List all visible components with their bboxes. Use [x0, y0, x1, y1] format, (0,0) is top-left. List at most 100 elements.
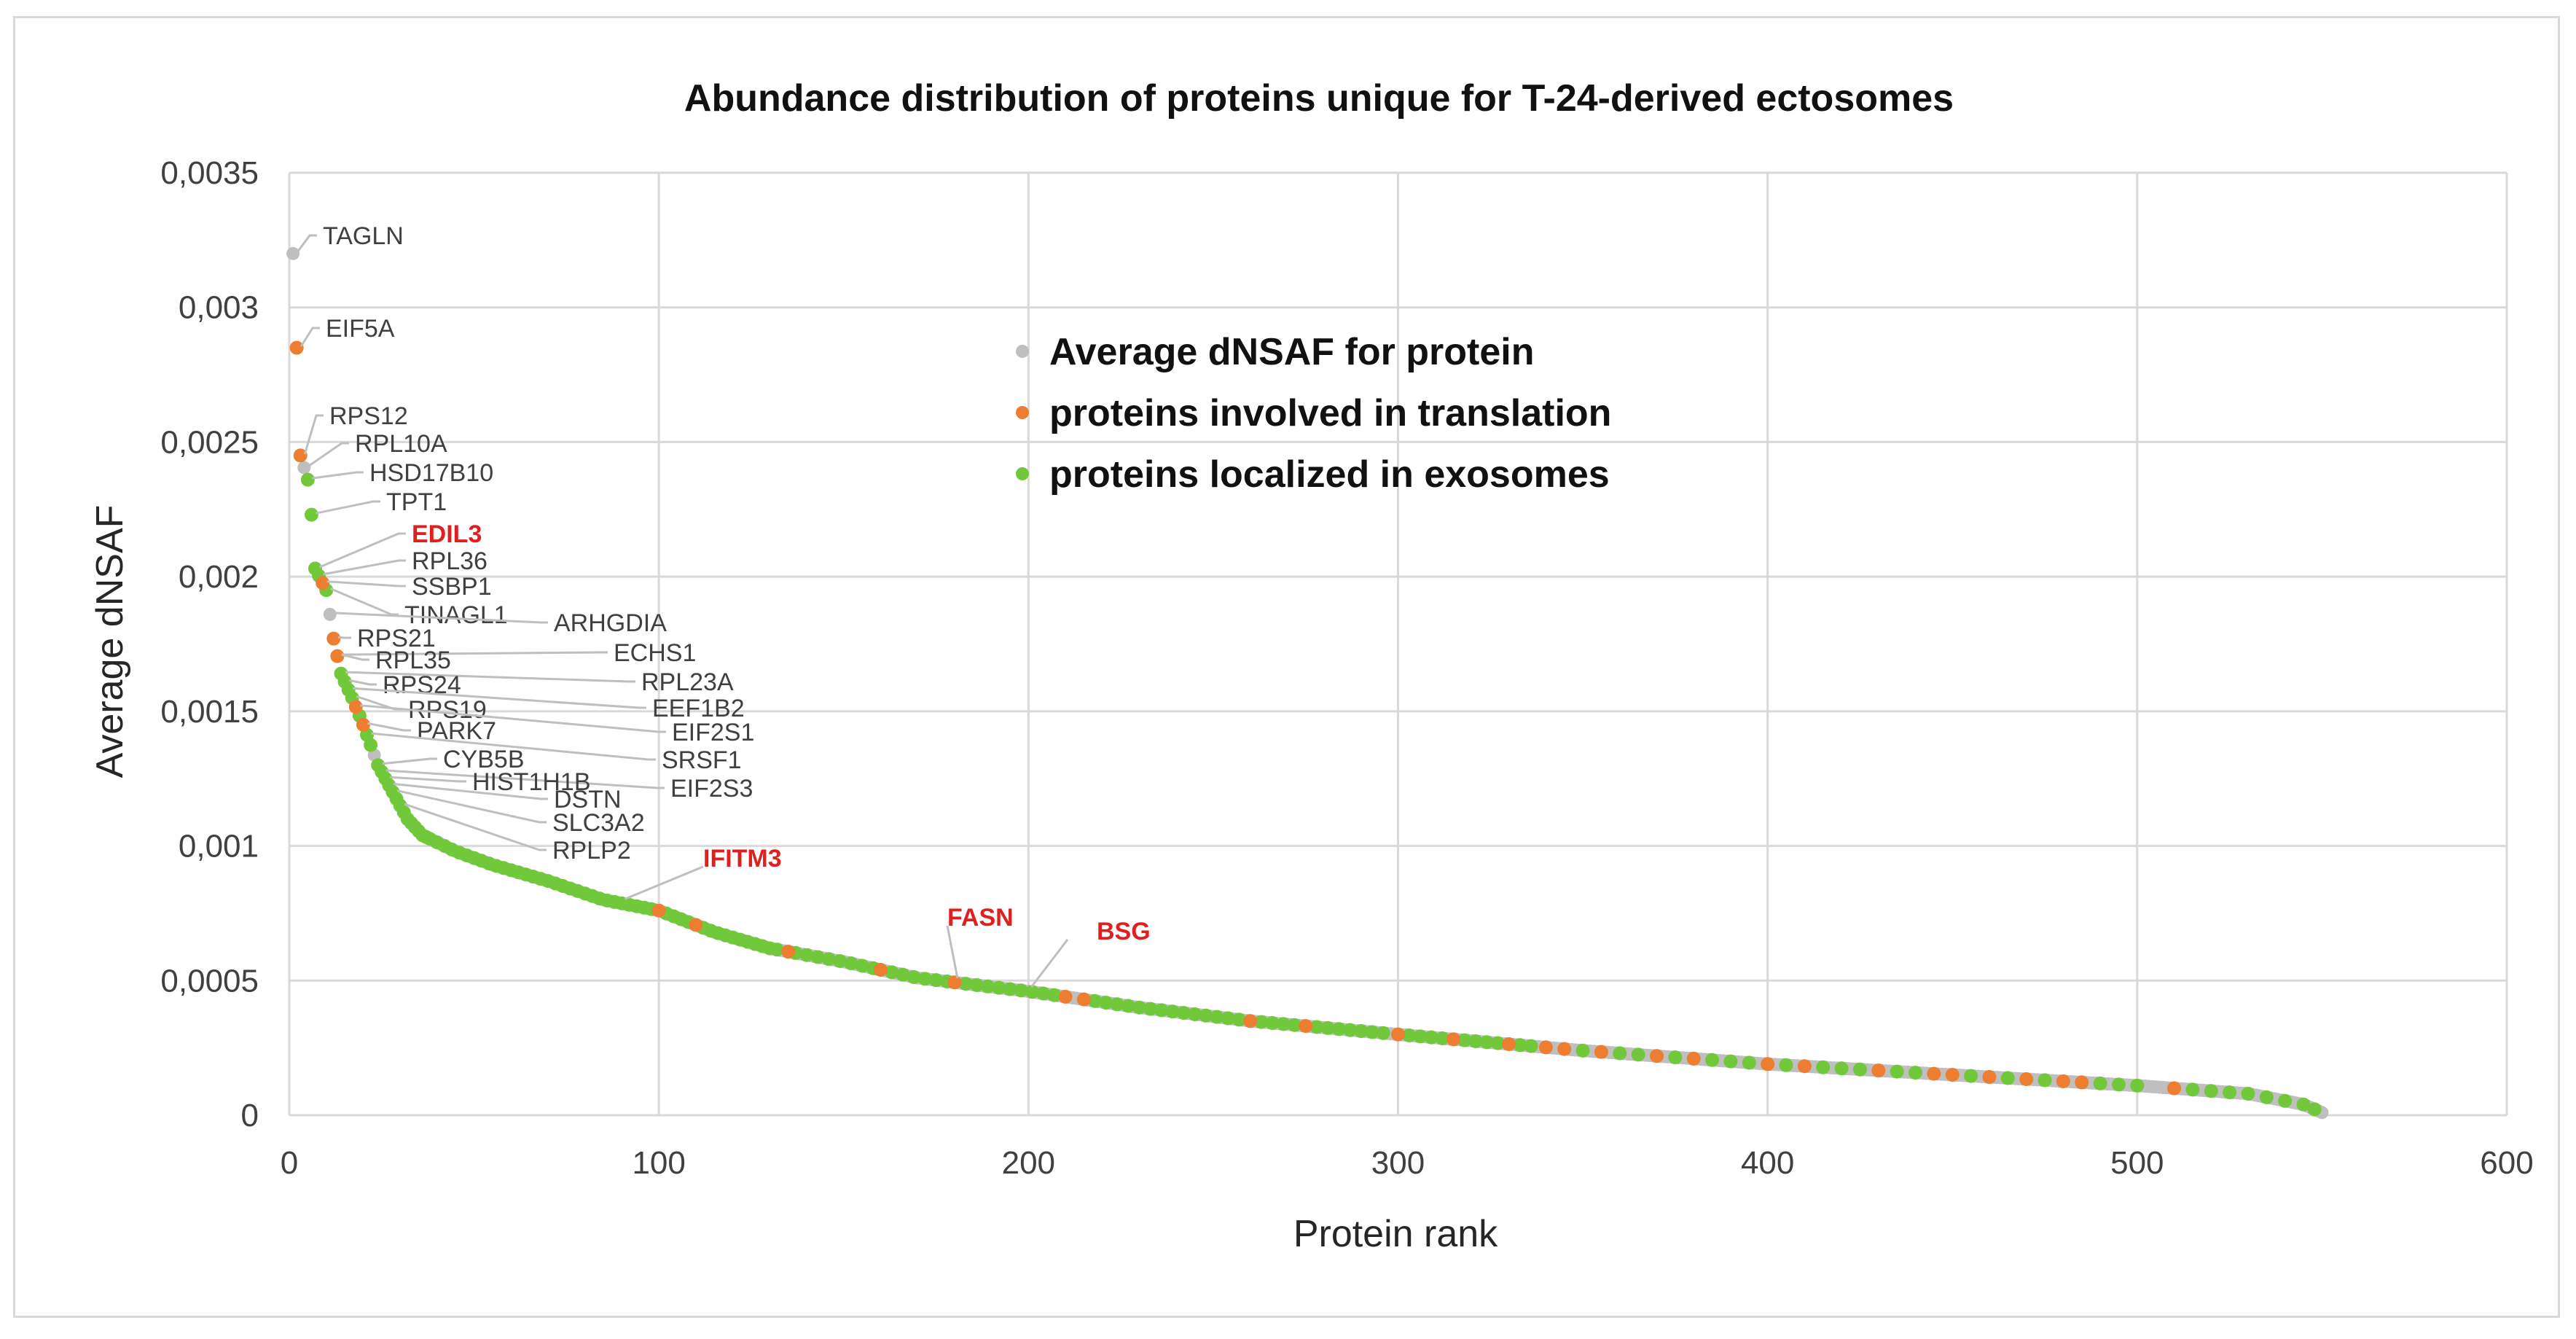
annotation-leader: [389, 776, 466, 783]
point-gray: [286, 246, 300, 260]
y-tick-label: 0: [241, 1098, 259, 1133]
point-orange: [1391, 1027, 1405, 1042]
x-tick-label: 0: [281, 1145, 298, 1181]
annotation-label: TAGLN: [323, 222, 404, 250]
annotation-leader: [296, 234, 317, 253]
annotation-leader: [308, 442, 349, 467]
point-orange: [1594, 1045, 1608, 1059]
point-green: [929, 973, 944, 988]
point-green: [1524, 1039, 1538, 1053]
annotation-label: TINAGL1: [404, 601, 508, 629]
point-green: [1631, 1047, 1645, 1062]
annotations: TAGLNEIF5ARPS12RPL10AHSD17B10TPT1EDIL3RP…: [296, 222, 1151, 988]
annotation-leader: [323, 559, 406, 576]
annotation-label: SSBP1: [412, 573, 492, 601]
point-green: [1513, 1038, 1527, 1053]
point-green: [958, 977, 973, 991]
point-orange: [1299, 1019, 1313, 1034]
point-orange: [2019, 1071, 2034, 1086]
annotation-leader: [624, 865, 704, 900]
point-green: [1003, 982, 1017, 996]
annotation-leader: [337, 636, 351, 639]
point-orange: [1761, 1057, 1775, 1071]
y-tick-label: 0,001: [179, 829, 259, 864]
point-green: [2204, 1084, 2218, 1098]
annotation-label: ARHGDIA: [554, 609, 667, 637]
annotation-leader: [367, 722, 411, 732]
annotation-label: RPLP2: [552, 837, 631, 864]
annotation-label: EDIL3: [412, 520, 482, 548]
point-green: [1036, 986, 1051, 1001]
annotation-leader: [393, 782, 548, 800]
point-green: [1165, 1004, 1180, 1019]
annotation-leader: [404, 803, 547, 851]
y-axis-title: Average dNSAF: [89, 505, 131, 778]
point-orange: [781, 945, 796, 959]
point-green: [1723, 1054, 1738, 1069]
y-tick-label: 0,002: [179, 559, 259, 595]
point-green: [1852, 1062, 1867, 1077]
point-green: [1088, 993, 1103, 1008]
point-orange: [2075, 1075, 2089, 1090]
point-green: [1331, 1022, 1346, 1037]
point-green: [1575, 1043, 1590, 1058]
point-green: [1154, 1003, 1169, 1018]
point-green: [981, 979, 995, 993]
point-orange: [293, 448, 308, 463]
point-orange: [1058, 989, 1073, 1004]
point-green: [1176, 1006, 1191, 1020]
point-orange: [1446, 1032, 1461, 1047]
annotation-leader: [360, 704, 666, 733]
x-axis-ticks: 0 100 200 300 400 500 600: [281, 1145, 2534, 1181]
point-green: [1834, 1061, 1849, 1076]
y-tick-label: 0,0025: [160, 424, 259, 460]
annotation-leader: [1030, 939, 1069, 988]
point-gray: [297, 461, 311, 475]
annotation-label: FASN: [947, 904, 1014, 932]
grid: [288, 171, 2508, 1117]
point-green: [1479, 1035, 1494, 1050]
point-green: [1110, 997, 1124, 1012]
annotation-leader: [318, 532, 406, 569]
y-tick-label: 0,0005: [160, 963, 259, 999]
point-green: [1402, 1028, 1417, 1043]
point-orange: [689, 918, 703, 932]
annotation-label: RPS21: [357, 625, 436, 652]
y-tick-label: 0,0015: [160, 694, 259, 730]
point-green: [1705, 1053, 1720, 1067]
point-green: [799, 948, 814, 962]
point-orange: [947, 975, 962, 990]
point-green: [2111, 1077, 2126, 1092]
legend-marker: [1016, 345, 1029, 358]
point-green: [969, 977, 984, 992]
point-green: [300, 472, 315, 487]
point-green: [1435, 1031, 1449, 1045]
point-orange: [2167, 1081, 2182, 1096]
point-green: [304, 507, 318, 522]
annotation-leader: [396, 789, 547, 824]
data-points: [286, 246, 2329, 1120]
legend-marker: [1016, 406, 1029, 419]
x-tick-label: 500: [2110, 1145, 2164, 1181]
annotation-leader: [946, 925, 959, 979]
point-green: [2037, 1073, 2052, 1088]
x-axis-title: Protein rank: [1293, 1213, 1498, 1255]
y-tick-label: 0,003: [179, 290, 259, 326]
point-orange: [2056, 1074, 2070, 1088]
chart-frame: [13, 16, 2560, 1318]
point-orange: [330, 649, 345, 663]
annotation-label: BSG: [1097, 918, 1151, 945]
point-orange: [1557, 1042, 1572, 1056]
point-green: [917, 972, 932, 986]
x-tick-label: 100: [632, 1145, 685, 1181]
point-green: [1816, 1060, 1831, 1074]
point-orange: [348, 700, 363, 714]
annotation-label: SLC3A2: [552, 809, 645, 837]
point-green: [2223, 1085, 2237, 1100]
annotation-label: SRSF1: [662, 746, 742, 774]
point-green: [1457, 1033, 1472, 1047]
annotation-label: DSTN: [554, 786, 622, 813]
point-orange: [1076, 992, 1091, 1007]
point-green: [1742, 1055, 1756, 1070]
